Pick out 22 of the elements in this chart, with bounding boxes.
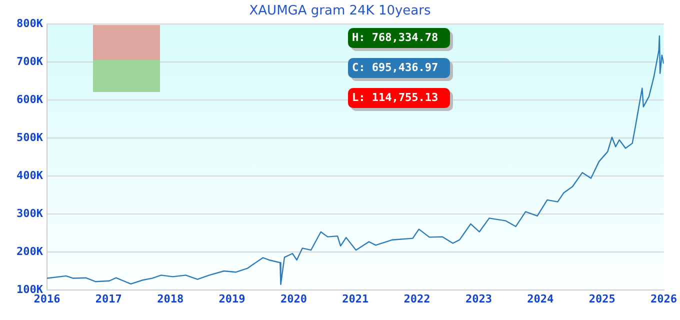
x-tick-label: 2023: [465, 292, 492, 306]
x-tick-label: 2020: [280, 292, 307, 306]
x-tick-label: 2022: [404, 292, 430, 306]
y-tick-label: 500K: [16, 130, 44, 144]
y-tick-label: 800K: [16, 16, 44, 30]
x-tick-label: 2024: [527, 292, 554, 306]
annotation: C: 695,436.97: [348, 58, 450, 78]
x-tick-label: 2026: [650, 292, 678, 306]
x-tick-label: 2019: [218, 292, 246, 306]
x-tick-label: 2017: [95, 292, 122, 306]
y-tick-label: 700K: [16, 54, 44, 68]
x-tick-label: 2016: [34, 292, 61, 306]
y-tick-label: 300K: [16, 206, 44, 220]
x-tick-label: 2025: [588, 292, 616, 306]
annotation: H: 768,334.78: [348, 28, 450, 48]
y-tick-label: 200K: [16, 244, 44, 258]
chart-title: XAUMGA gram 24K 10years: [249, 3, 431, 18]
y-tick-label: 600K: [16, 92, 44, 106]
x-tick-label: 2021: [342, 292, 369, 306]
x-tick-label: 2018: [157, 292, 184, 306]
y-tick-label: 400K: [16, 168, 44, 182]
annotation: L: 114,755.13: [348, 88, 450, 108]
